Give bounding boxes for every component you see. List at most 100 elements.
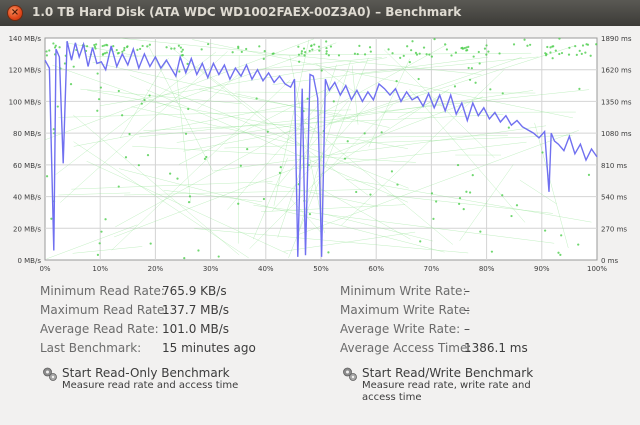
right-tick-label: 810 ms (601, 162, 627, 170)
access-time-point (240, 50, 243, 53)
access-time-point (63, 62, 67, 65)
access-time-point (180, 50, 183, 53)
access-time-point (104, 218, 107, 221)
access-time-point (380, 131, 383, 134)
max-read-label: Maximum Read Rate: (40, 303, 169, 317)
access-seek-line (213, 125, 547, 172)
access-time-point (541, 151, 544, 154)
title-bar[interactable]: × 1.0 TB Hard Disk (ATA WDC WD1002FAEX-0… (0, 0, 640, 26)
access-seek-line (341, 70, 504, 226)
access-time-point (121, 50, 124, 53)
access-time-point (358, 44, 361, 47)
access-time-point (101, 53, 104, 56)
x-tick-label: 70% (424, 265, 440, 273)
access-time-point (181, 48, 184, 51)
x-tick-label: 30% (203, 265, 219, 273)
access-time-point (554, 49, 557, 52)
right-tick-label: 540 ms (601, 194, 627, 202)
access-seek-line (227, 71, 348, 210)
access-time-point (96, 72, 99, 75)
access-time-point (258, 45, 261, 48)
access-time-point (279, 165, 282, 169)
grid-lines (45, 38, 597, 260)
close-button[interactable]: × (7, 5, 23, 21)
access-time-point (512, 43, 516, 46)
access-time-point (58, 46, 61, 49)
access-time-point (138, 47, 142, 51)
benchmark-gears-icon (343, 367, 357, 381)
access-seek-line (71, 181, 273, 190)
access-time-point (546, 45, 549, 49)
right-tick-label: 1080 ms (601, 130, 632, 138)
access-time-point (463, 47, 466, 50)
access-time-point (363, 132, 366, 135)
access-time-point (231, 51, 234, 54)
access-time-point (435, 200, 438, 203)
access-time-point (95, 43, 98, 46)
x-tick-label: 90% (534, 265, 550, 273)
access-time-point (578, 87, 581, 90)
access-time-point (395, 79, 398, 83)
access-time-point (391, 52, 394, 55)
left-tick-label: 80 MB/s (13, 130, 41, 138)
access-time-point (419, 240, 422, 243)
access-time-point (557, 251, 560, 254)
access-time-point (560, 234, 563, 237)
access-time-point (237, 202, 240, 205)
access-time-point (489, 88, 492, 91)
access-seek-line (46, 224, 138, 260)
access-time-point (297, 53, 301, 56)
access-time-point (450, 54, 453, 57)
start-read-only-benchmark-button[interactable]: Start Read-Only Benchmark Measure read r… (42, 366, 302, 396)
right-tick-label: 1620 ms (601, 67, 632, 75)
access-time-point (237, 46, 240, 50)
access-time-point (96, 253, 100, 257)
access-time-point (390, 170, 394, 173)
access-time-point (311, 48, 314, 51)
access-seek-line (146, 89, 409, 203)
access-time-point (179, 46, 182, 49)
access-time-point (297, 45, 300, 48)
access-time-point (587, 173, 591, 176)
access-seek-line (345, 178, 592, 223)
access-seek-line (194, 228, 469, 254)
access-time-point (141, 44, 144, 48)
access-seek-line (65, 42, 139, 57)
access-time-point (318, 49, 321, 52)
x-tick-label: 100% (587, 265, 607, 273)
access-time-point (239, 164, 242, 167)
access-time-point (467, 45, 470, 48)
start-read-write-benchmark-button[interactable]: Start Read/Write Benchmark Measure read … (342, 366, 562, 406)
access-time-point (99, 86, 102, 89)
access-seek-line (115, 44, 448, 228)
access-time-point (203, 157, 207, 160)
access-time-point (105, 51, 108, 54)
access-time-point (430, 55, 433, 58)
x-tick-label: 20% (148, 265, 164, 273)
access-time-point (278, 171, 281, 175)
access-time-point (325, 50, 328, 53)
access-time-point (137, 164, 140, 167)
access-time-point (112, 45, 115, 48)
access-time-point (200, 48, 203, 51)
access-time-point (474, 81, 477, 84)
access-time-point (483, 47, 487, 50)
access-time-point (188, 195, 192, 198)
access-time-point (176, 177, 179, 180)
last-benchmark-label: Last Benchmark: (40, 341, 142, 355)
access-seek-line (319, 212, 433, 242)
access-time-point (467, 66, 470, 70)
access-time-point (559, 253, 562, 256)
access-seek-line (111, 79, 291, 251)
access-seek-line (73, 99, 318, 147)
access-time-point (317, 45, 321, 48)
access-time-point (422, 46, 426, 49)
access-time-point (453, 85, 457, 88)
access-time-point (123, 49, 126, 52)
access-time-point (128, 132, 131, 136)
access-seek-line (197, 73, 240, 110)
access-time-point (408, 60, 411, 64)
access-time-point (255, 97, 258, 100)
access-time-points (44, 37, 598, 260)
access-seek-line (92, 61, 390, 128)
